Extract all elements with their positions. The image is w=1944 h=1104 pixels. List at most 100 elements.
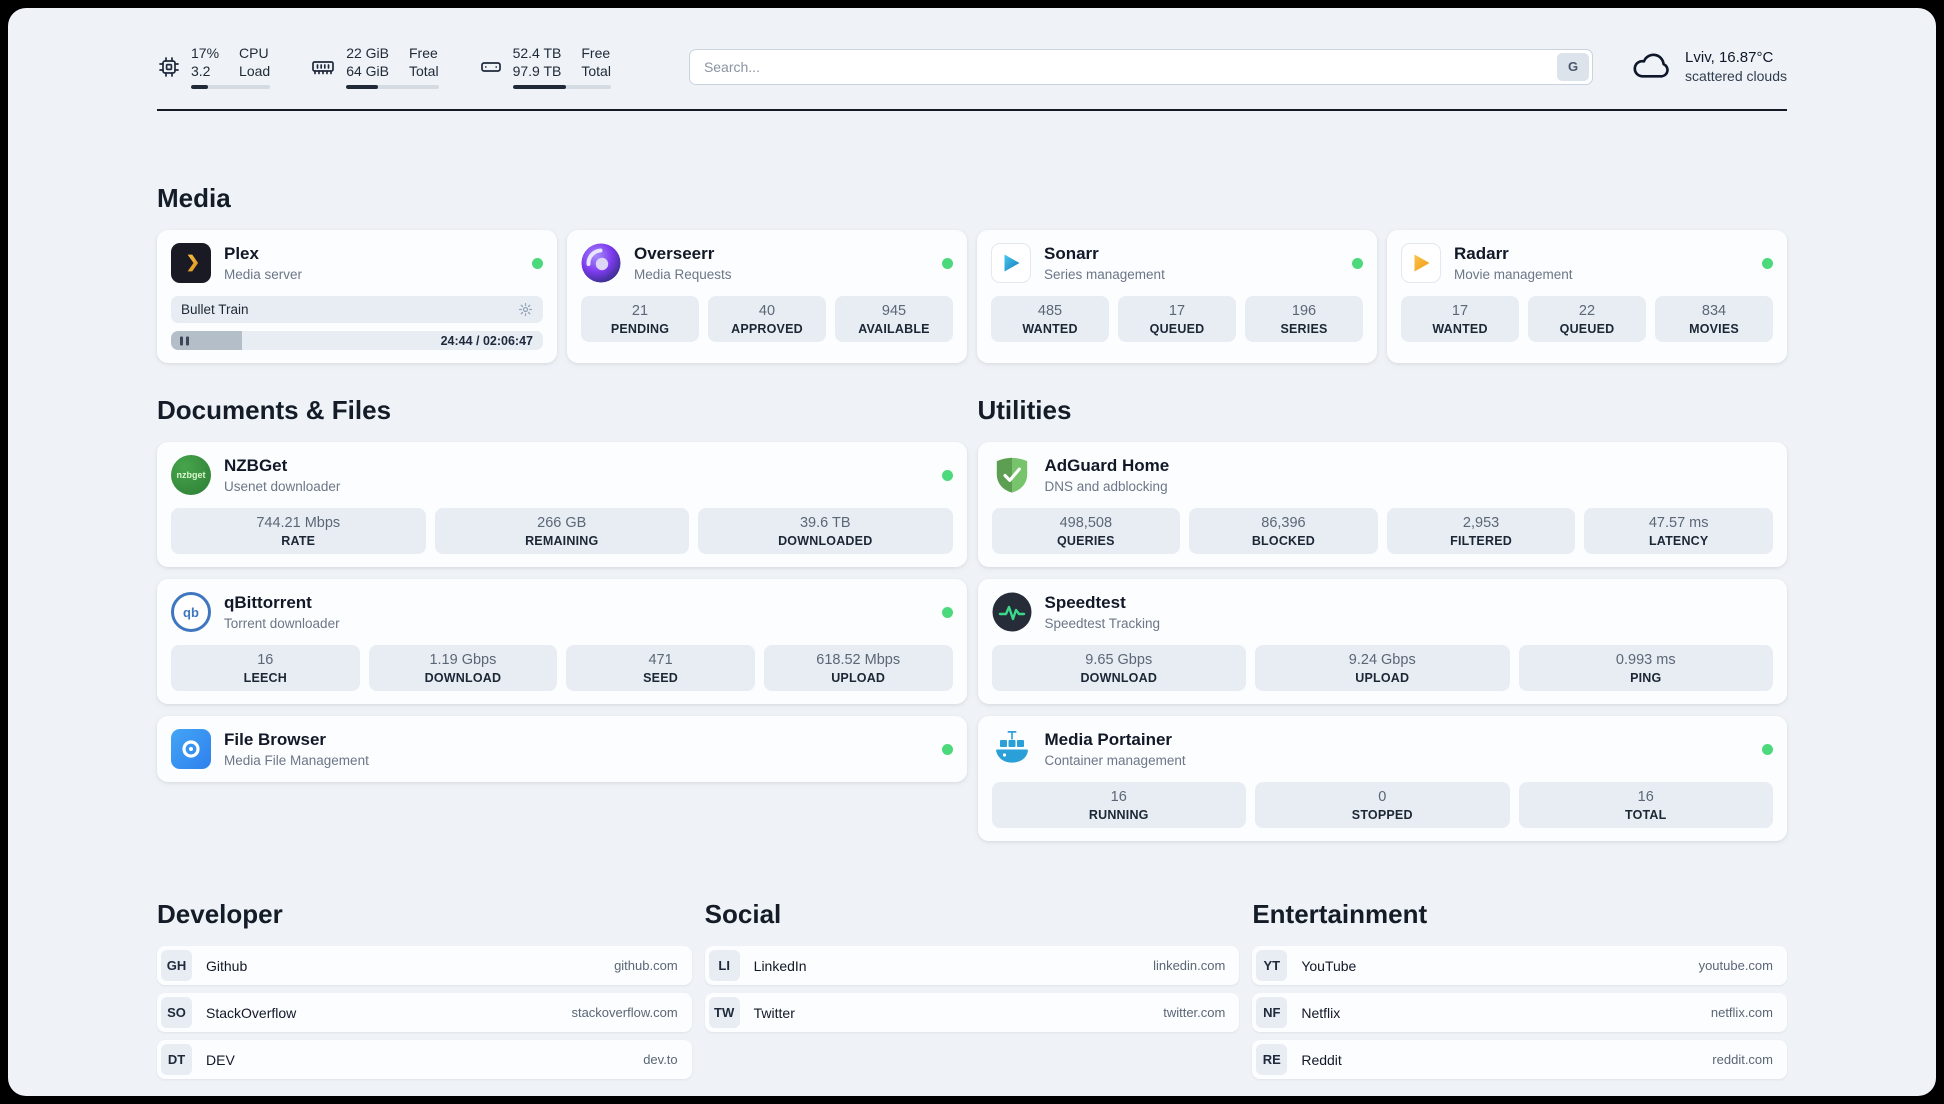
- card-header: Overseerr Media Requests: [581, 243, 953, 283]
- status-online-dot: [942, 257, 953, 269]
- card-header: qb qBittorrent Torrent downloader: [171, 592, 953, 633]
- cloud-icon: [1631, 47, 1673, 86]
- memory-progress-bar: [346, 85, 439, 90]
- stat-value: 266 GB: [537, 515, 587, 532]
- app-card-radarr[interactable]: Radarr Movie management 17 WANTED 22 QUE…: [1387, 230, 1787, 364]
- stat-tile: 9.65 Gbps DOWNLOAD: [991, 645, 1246, 692]
- app-titles: Speedtest Speedtest Tracking: [1045, 593, 1161, 631]
- stat-tile: 471 SEED: [566, 645, 755, 692]
- memory-icon: [310, 55, 336, 79]
- app-card-portainer[interactable]: Media Portainer Container management 16 …: [977, 716, 1787, 842]
- sonarr-icon: [991, 243, 1031, 284]
- search-input[interactable]: [688, 48, 1594, 85]
- bookmarks-grid: Developer GH Github github.com SO StackO…: [157, 899, 1787, 1096]
- stats-row: 16 RUNNING 0 STOPPED 16 TOTAL: [991, 782, 1773, 829]
- stat-label: AVAILABLE: [858, 322, 930, 337]
- bookmark-twitter[interactable]: TW Twitter twitter.com: [704, 993, 1240, 1033]
- app-card-plex[interactable]: Plex Media server Bullet Train: [157, 230, 557, 364]
- weather-condition: scattered clouds: [1685, 68, 1787, 85]
- app-titles: Media Portainer Container management: [1045, 730, 1186, 768]
- search-engine-button[interactable]: G: [1557, 52, 1590, 81]
- cpu-metric-body: 17% 3.2 CPU Load: [191, 44, 271, 90]
- disk-free-value: 52.4 TB: [512, 45, 562, 61]
- stat-value: 0.993 ms: [1615, 652, 1676, 669]
- bookmark-url: youtube.com: [1698, 958, 1773, 974]
- search-box: G: [688, 48, 1594, 85]
- qbittorrent-icon: qb: [171, 592, 211, 633]
- app-card-nzbget[interactable]: nzbget NZBGet Usenet downloader 744.21 M…: [157, 442, 967, 568]
- bookmark-url: linkedin.com: [1153, 958, 1226, 974]
- nzbget-icon: nzbget: [171, 455, 211, 496]
- disk-free-label: Free: [581, 45, 611, 61]
- playback-time: 24:44 / 02:06:47: [440, 333, 533, 348]
- status-online-dot: [532, 257, 543, 269]
- app-name: qBittorrent: [224, 593, 312, 613]
- stats-row: 485 WANTED 17 QUEUED 196 SERIES: [991, 296, 1363, 343]
- app-card-sonarr[interactable]: Sonarr Series management 485 WANTED 17 Q…: [977, 230, 1377, 364]
- now-playing-row: Bullet Train: [171, 296, 543, 324]
- app-card-qbittorrent[interactable]: qb qBittorrent Torrent downloader 16 LEE…: [157, 579, 967, 705]
- bookmark-url: stackoverflow.com: [571, 1005, 678, 1021]
- gear-icon[interactable]: [518, 302, 533, 317]
- stat-tile: 39.6 TB DOWNLOADED: [698, 508, 953, 555]
- app-titles: Sonarr Series management: [1044, 244, 1165, 282]
- stat-value: 39.6 TB: [799, 515, 851, 532]
- media-grid: Plex Media server Bullet Train: [157, 230, 1787, 364]
- disk-metric-body: 52.4 TB 97.9 TB Free Total: [512, 44, 611, 90]
- stat-label: DOWNLOAD: [424, 671, 502, 686]
- playback-progress-bar[interactable]: 24:44 / 02:06:47: [171, 331, 543, 351]
- bookmark-url: reddit.com: [1712, 1052, 1773, 1068]
- stat-value: 21: [631, 303, 649, 320]
- app-titles: Plex Media server: [224, 244, 302, 282]
- stat-value: 196: [1291, 303, 1317, 320]
- stat-label: QUERIES: [1056, 534, 1115, 549]
- stat-label: MOVIES: [1689, 322, 1739, 337]
- disk-icon: [479, 55, 503, 79]
- disk-progress-bar: [512, 85, 611, 90]
- bookmark-github[interactable]: GH Github github.com: [157, 946, 692, 986]
- bookmark-youtube[interactable]: YT YouTube youtube.com: [1252, 946, 1787, 986]
- bookmark-badge: NF: [1256, 997, 1288, 1029]
- bookmark-url: netflix.com: [1710, 1005, 1773, 1021]
- app-card-overseerr[interactable]: Overseerr Media Requests 21 PENDING 40 A…: [567, 230, 967, 364]
- bookmark-name: Reddit: [1301, 1051, 1342, 1068]
- bookmark-netflix[interactable]: NF Netflix netflix.com: [1252, 993, 1787, 1033]
- stat-value: 2,953: [1462, 515, 1500, 532]
- cpu-chip-icon: [157, 55, 181, 79]
- stat-value: 16: [257, 652, 274, 669]
- stat-value: 618.52 Mbps: [816, 652, 901, 669]
- stats-row: 21 PENDING 40 APPROVED 945 AVAILABLE: [581, 296, 953, 343]
- bookmark-linkedin[interactable]: LI LinkedIn linkedin.com: [704, 946, 1240, 986]
- stat-tile: 0.993 ms PING: [1518, 645, 1773, 692]
- cpu-metric: 17% 3.2 CPU Load: [157, 44, 271, 90]
- pause-icon[interactable]: [180, 336, 189, 346]
- app-card-adguard[interactable]: AdGuard Home DNS and adblocking 498,508 …: [977, 442, 1787, 568]
- bookmark-name: Netflix: [1301, 1004, 1341, 1021]
- stat-tile: 485 WANTED: [991, 296, 1109, 343]
- bookmark-name: StackOverflow: [206, 1004, 297, 1021]
- stat-value: 1.19 Gbps: [429, 652, 497, 669]
- stat-value: 834: [1701, 303, 1727, 320]
- stat-tile: 16 LEECH: [171, 645, 360, 692]
- app-titles: Radarr Movie management: [1454, 244, 1573, 282]
- app-subtitle: Media server: [224, 267, 303, 283]
- stat-label: BLOCKED: [1251, 534, 1316, 549]
- memory-metric-body: 22 GiB 64 GiB Free Total: [346, 44, 439, 90]
- bookmark-stackoverflow[interactable]: SO StackOverflow stackoverflow.com: [157, 993, 692, 1033]
- memory-progress-fill: [346, 85, 378, 90]
- bookmark-reddit[interactable]: RE Reddit reddit.com: [1252, 1040, 1787, 1080]
- section-title-developer: Developer: [157, 899, 283, 930]
- stat-tile: 21 PENDING: [581, 296, 699, 343]
- weather-location: Lviv, 16.87°C: [1685, 49, 1774, 67]
- app-card-filebrowser[interactable]: File Browser Media File Management: [157, 716, 967, 783]
- bookmark-dev[interactable]: DT DEV dev.to: [157, 1040, 692, 1080]
- documents-column: Documents & Files nzbget NZBGet Usenet d…: [157, 395, 967, 783]
- stat-label: RATE: [281, 534, 316, 549]
- app-card-speedtest[interactable]: Speedtest Speedtest Tracking 9.65 Gbps D…: [977, 579, 1787, 705]
- filebrowser-icon: [171, 729, 211, 770]
- app-name: Speedtest: [1044, 593, 1126, 613]
- card-header: AdGuard Home DNS and adblocking: [992, 455, 1774, 495]
- overseerr-icon: [581, 243, 621, 283]
- stat-value: 40: [758, 303, 776, 320]
- stat-label: QUEUED: [1149, 322, 1205, 337]
